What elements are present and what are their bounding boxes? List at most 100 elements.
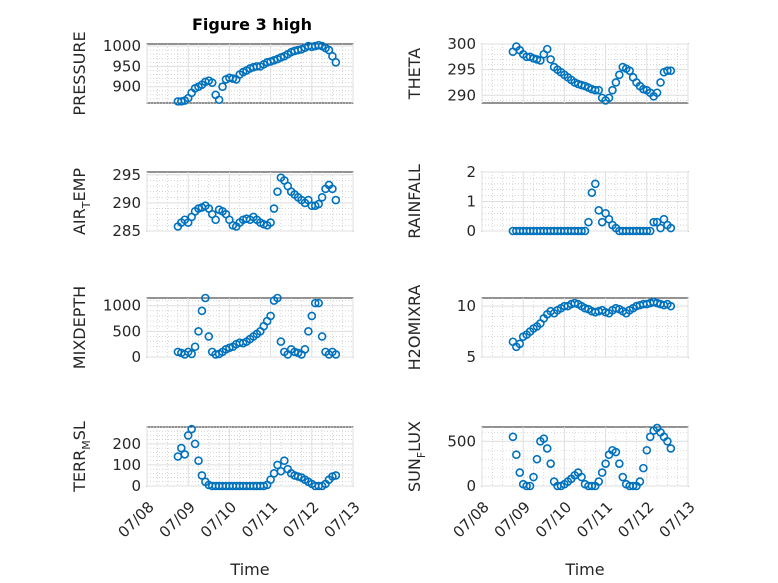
y-tick-label: 285 <box>112 222 141 240</box>
data-point <box>512 450 521 460</box>
x-tick-label: 07/08 <box>114 498 157 541</box>
x-tick-label: 07/10 <box>197 498 240 541</box>
data-point <box>317 332 327 341</box>
y-axis-label: RAINFALL <box>405 164 424 239</box>
y-axis-label: TERRMSL <box>70 421 93 493</box>
data-point <box>273 293 282 303</box>
data-point <box>187 349 196 359</box>
x-tick-label: 07/12 <box>279 498 322 541</box>
data-point <box>590 85 600 95</box>
data-point <box>269 204 279 213</box>
data-point <box>546 459 555 468</box>
data-point <box>180 450 190 459</box>
y-tick-label: 300 <box>447 35 476 53</box>
data-point <box>204 332 214 341</box>
x-tick-label: 07/12 <box>614 498 657 541</box>
x-tick-label: 07/11 <box>238 498 281 541</box>
y-tick-label: 5 <box>466 348 476 366</box>
data-point <box>187 424 196 434</box>
data-point <box>656 223 665 233</box>
data-point <box>542 44 552 54</box>
data-point <box>536 56 545 65</box>
data-point <box>314 199 323 209</box>
panel-terr-msl: 0 100 200 TERRMSL 07/0807/0907/1007/1107/120… <box>70 421 364 579</box>
y-axis-label: PRESSURE <box>70 31 89 115</box>
data-point <box>584 217 593 227</box>
y-tick-label: 295 <box>447 61 476 79</box>
y-axis-label: AIRTEMP <box>70 168 93 235</box>
data-point <box>645 432 655 442</box>
data-point <box>508 432 518 442</box>
data-point <box>608 85 617 95</box>
data-point <box>314 40 323 50</box>
data-point <box>625 66 634 75</box>
data-point <box>201 293 210 303</box>
x-tick-label: 07/11 <box>573 498 616 541</box>
data-point <box>611 447 621 457</box>
y-tick-label: 295 <box>112 166 141 184</box>
x-axis-label: Time <box>564 560 604 579</box>
y-tick-label: 100 <box>112 456 141 474</box>
data-point <box>594 206 604 215</box>
data-point <box>331 471 341 480</box>
data-point <box>546 55 555 64</box>
data-point <box>645 226 655 236</box>
data-point <box>314 298 323 308</box>
x-tick-label: 07/09 <box>491 498 534 541</box>
y-tick-label: 0 <box>131 477 141 495</box>
y-tick-label: 500 <box>112 322 141 340</box>
data-point <box>663 66 672 75</box>
y-tick-label: 290 <box>112 194 141 212</box>
data-point <box>515 468 525 477</box>
data-point <box>194 327 203 336</box>
data-point <box>611 78 621 87</box>
data-point <box>183 431 193 440</box>
y-tick-label: 950 <box>112 57 141 75</box>
data-point <box>590 179 600 189</box>
x-axis-label: Time <box>229 560 269 579</box>
x-tick-label: 07/09 <box>156 498 199 541</box>
y-tick-label: 1000 <box>103 297 141 315</box>
data-point <box>522 481 531 491</box>
data-point <box>273 460 282 470</box>
y-tick-label: 1 <box>466 193 476 211</box>
data-point <box>197 306 207 316</box>
panel-theta: 290 295 300 THETA <box>405 35 689 105</box>
data-point <box>656 78 665 87</box>
panel-pressure: 900 950 1000 PRESSURE <box>70 31 354 116</box>
y-axis-label: THETA <box>405 48 424 100</box>
data-point <box>280 456 289 466</box>
data-point <box>331 350 341 359</box>
data-point <box>177 443 186 453</box>
data-point <box>197 471 207 480</box>
panel-sun-flux: 0 500 SUNFLUX 07/0807/0907/1007/1107/1207/1… <box>405 421 699 579</box>
x-tick-label: 07/08 <box>449 498 492 541</box>
data-point <box>615 459 624 468</box>
plot-area <box>146 43 354 104</box>
data-point <box>642 445 652 455</box>
data-point <box>266 218 275 227</box>
data-point <box>597 217 607 227</box>
data-point <box>666 223 676 233</box>
data-point <box>266 475 275 484</box>
data-point <box>642 226 652 236</box>
data-point <box>177 97 186 106</box>
data-point <box>273 187 282 196</box>
data-point <box>529 472 538 482</box>
x-tick-label: 07/13 <box>655 498 698 541</box>
y-axis-label: MIXDEPTH <box>70 286 89 369</box>
data-point <box>577 472 586 482</box>
data-point <box>515 339 525 349</box>
data-point <box>211 215 220 225</box>
panel-h2omixra: 5 10 H2OMIXRA <box>405 285 689 371</box>
data-point <box>310 298 320 308</box>
data-point <box>539 434 549 443</box>
data-point <box>228 74 238 83</box>
data-point <box>635 477 645 486</box>
data-point <box>218 82 227 92</box>
y-axis-label: H2OMIXRA <box>405 285 424 371</box>
data-point <box>587 481 597 491</box>
panel-rainfall: 0 1 2 RAINFALL <box>405 163 689 240</box>
data-point <box>663 437 672 446</box>
data-point <box>194 456 203 466</box>
